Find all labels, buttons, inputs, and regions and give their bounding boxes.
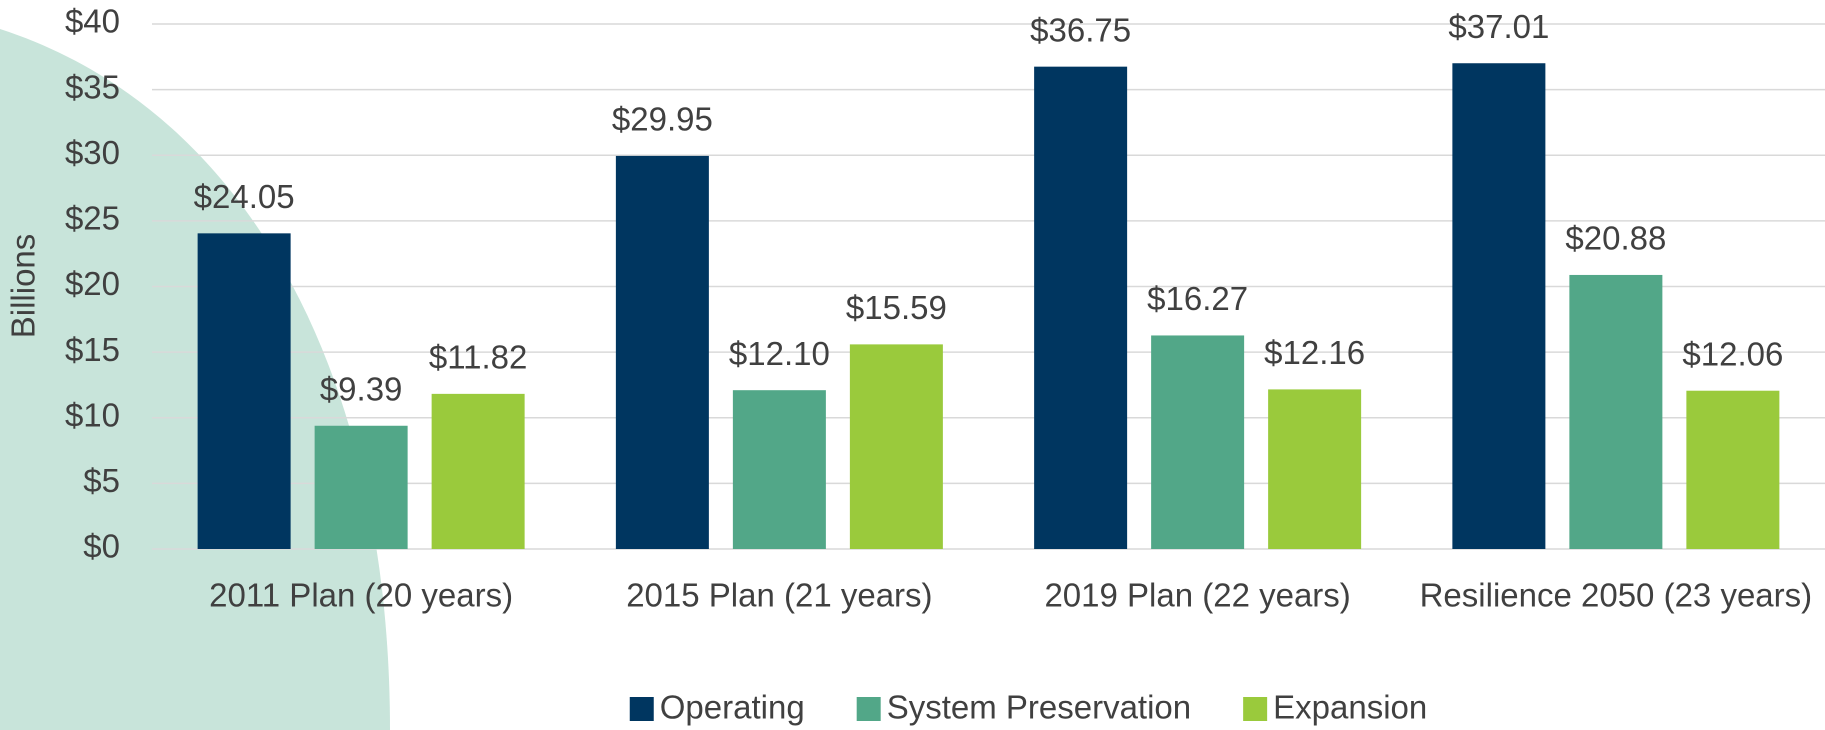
data-label: $9.39 (320, 370, 403, 407)
bar (1268, 389, 1362, 549)
y-tick-label: $15 (65, 331, 120, 368)
y-axis-label: Billions (5, 234, 42, 339)
data-label: $20.88 (1565, 220, 1666, 257)
data-label: $12.16 (1264, 334, 1365, 371)
bar (431, 393, 525, 549)
x-tick-label: Resilience 2050 (23 years) (1420, 577, 1813, 614)
y-tick-label: $5 (83, 462, 120, 499)
legend-label: Expansion (1273, 689, 1427, 726)
y-tick-label: $30 (65, 134, 120, 171)
bar (1151, 335, 1245, 549)
y-tick-label: $40 (65, 3, 120, 40)
legend-label: System Preservation (887, 689, 1191, 726)
legend-swatch (856, 697, 881, 721)
y-tick-label: $10 (65, 396, 120, 433)
legend-label: Operating (660, 689, 805, 726)
data-label: $24.05 (194, 178, 295, 215)
background-shape (0, 29, 390, 730)
legend-swatch (629, 697, 654, 721)
bar (849, 344, 943, 549)
data-label: $12.10 (729, 335, 830, 372)
x-tick-label: 2015 Plan (21 years) (626, 577, 932, 614)
x-tick-label: 2019 Plan (22 years) (1044, 577, 1350, 614)
data-label: $12.06 (1682, 335, 1783, 372)
bar (1569, 274, 1663, 549)
bar (1452, 63, 1546, 550)
data-label: $11.82 (429, 339, 527, 376)
bar (732, 390, 826, 549)
bar (314, 425, 408, 549)
bar (1686, 390, 1780, 549)
bar (1034, 66, 1128, 549)
data-label: $15.59 (846, 289, 947, 326)
bar (197, 233, 291, 549)
legend-swatch (1243, 697, 1268, 721)
data-label: $29.95 (612, 101, 713, 138)
data-label: $37.01 (1448, 8, 1549, 45)
y-tick-label: $35 (65, 68, 120, 105)
y-tick-label: $25 (65, 200, 120, 237)
data-label: $36.75 (1030, 11, 1131, 48)
x-tick-label: 2011 Plan (20 years) (209, 577, 513, 614)
bar (615, 155, 709, 549)
data-label: $16.27 (1147, 280, 1248, 317)
y-tick-label: $0 (83, 528, 120, 565)
y-tick-label: $20 (65, 265, 120, 302)
